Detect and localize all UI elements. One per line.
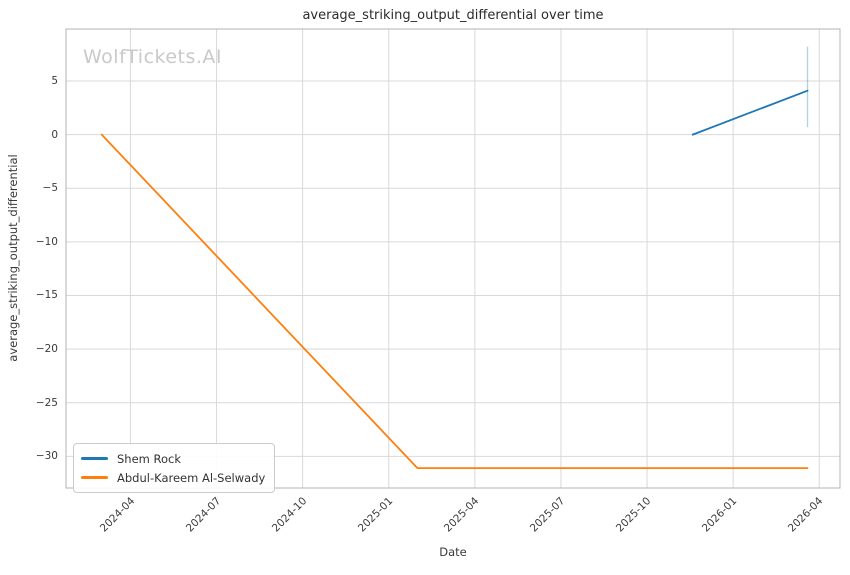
gridlines [66, 29, 840, 488]
plot-border [65, 28, 841, 489]
legend-label: Shem Rock [117, 451, 182, 466]
x-axis-label: Date [439, 545, 467, 559]
y-tick-label: −30 [35, 450, 58, 463]
legend-item-1: Abdul-Kareem Al-Selwady [81, 468, 265, 487]
legend-label: Abdul-Kareem Al-Selwady [117, 470, 266, 485]
watermark-wolftickets: WolfTickets.AI [83, 46, 223, 68]
legend: Shem Rock Abdul-Kareem Al-Selwady [73, 443, 276, 493]
y-tick-label: −20 [35, 343, 58, 356]
y-axis-label: average_striking_output_differential [6, 154, 20, 362]
legend-item-0: Shem Rock [81, 449, 265, 468]
legend-swatch-icon [81, 457, 108, 460]
y-tick-label: −10 [35, 235, 58, 248]
series-lines [100, 46, 809, 470]
y-tick-label: −15 [35, 289, 58, 302]
y-tick-label: 0 [51, 128, 58, 141]
series-line-0 [691, 89, 809, 136]
y-tick-label: −5 [42, 182, 58, 195]
y-tick-label: −25 [35, 396, 58, 409]
y-tick-label: 5 [51, 75, 58, 87]
legend-swatch-icon [81, 476, 108, 479]
series-line-1 [100, 133, 809, 470]
chart-title: average_striking_output_differential ove… [302, 8, 604, 23]
